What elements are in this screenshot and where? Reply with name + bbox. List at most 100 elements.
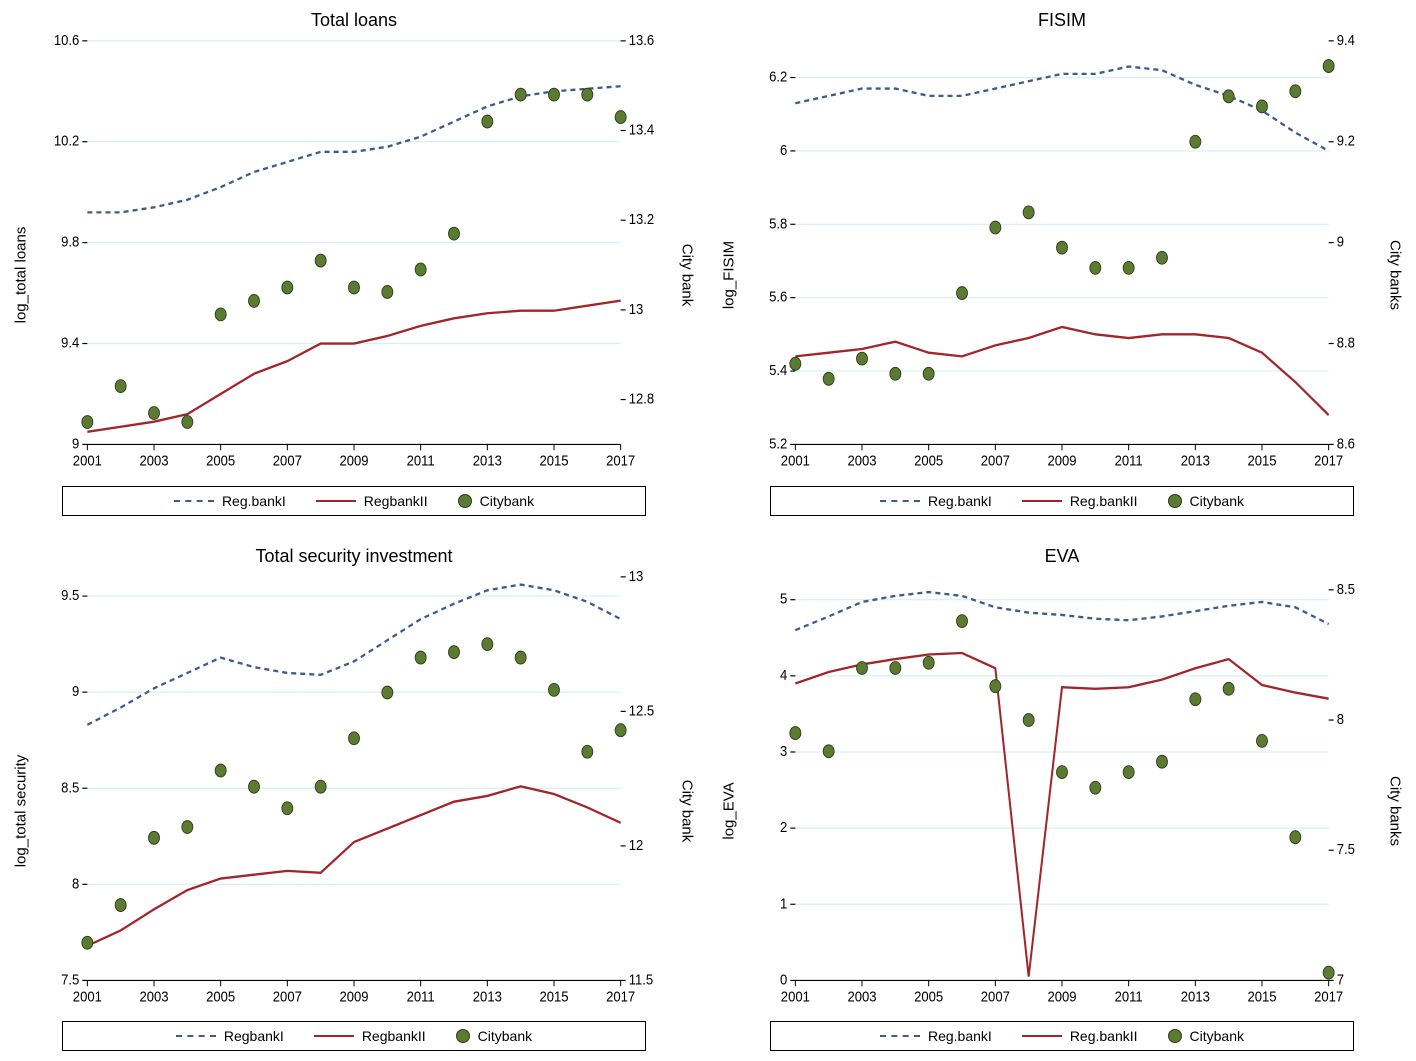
- chart-svg: 01234577.588.520012003200520072009201120…: [740, 571, 1384, 1016]
- svg-text:13.2: 13.2: [629, 211, 655, 228]
- svg-text:9.5: 9.5: [61, 587, 79, 604]
- svg-text:10.2: 10.2: [54, 133, 80, 150]
- y-axis-right: 12.81313.213.413.6: [621, 35, 655, 408]
- legend: Reg.bankIReg.bankIICitybank: [770, 1021, 1354, 1051]
- svg-text:2013: 2013: [473, 988, 502, 1005]
- svg-text:5: 5: [780, 590, 787, 607]
- plot-wrap: log_EVA01234577.588.52001200320052007200…: [718, 571, 1406, 1052]
- svg-text:2005: 2005: [914, 988, 943, 1005]
- y-axis-label-right: City bank: [676, 571, 698, 1052]
- y-axis-right: 11.51212.513: [621, 571, 655, 989]
- svg-text:2009: 2009: [1047, 453, 1076, 470]
- chart-svg: 5.25.45.65.866.28.68.899.29.420012003200…: [740, 35, 1384, 480]
- plot-inner: 01234577.588.520012003200520072009201120…: [740, 571, 1384, 1052]
- svg-text:4: 4: [780, 666, 787, 683]
- panel-title: Total security investment: [10, 546, 698, 567]
- plot-inner: 99.49.810.210.612.81313.213.413.62001200…: [32, 35, 676, 516]
- svg-text:7: 7: [1337, 971, 1344, 988]
- x-axis: 200120032005200720092011201320152017: [73, 980, 635, 1005]
- svg-text:9: 9: [72, 683, 79, 700]
- legend-label: Reg.bankII: [1070, 1028, 1138, 1044]
- series-reg_bank_I: [795, 592, 1328, 630]
- plot-wrap: log_total loans99.49.810.210.612.81313.2…: [10, 35, 698, 516]
- legend-item-reg_bank_I: RegbankI: [176, 1028, 284, 1044]
- legend-item-reg_bank_II: Reg.bankII: [1022, 493, 1138, 509]
- svg-text:7.5: 7.5: [1337, 841, 1355, 858]
- svg-text:2009: 2009: [339, 988, 368, 1005]
- svg-text:2005: 2005: [914, 453, 943, 470]
- svg-text:2015: 2015: [539, 988, 568, 1005]
- svg-text:8: 8: [72, 875, 79, 892]
- plot-inner: 5.25.45.65.866.28.68.899.29.420012003200…: [740, 35, 1384, 516]
- legend-item-reg_bank_I: Reg.bankI: [880, 493, 992, 509]
- svg-text:9: 9: [72, 436, 79, 453]
- legend-line-icon: [880, 1035, 920, 1037]
- svg-text:5.8: 5.8: [769, 215, 787, 232]
- legend-line-icon: [880, 500, 920, 502]
- y-axis-left: 99.49.810.210.6: [54, 35, 87, 453]
- legend-label: Citybank: [1190, 1028, 1244, 1044]
- chart-svg: 99.49.810.210.612.81313.213.413.62001200…: [32, 35, 676, 480]
- svg-text:2: 2: [780, 819, 787, 836]
- chart-svg: 7.588.599.511.51212.51320012003200520072…: [32, 571, 676, 1016]
- panel-title: Total loans: [10, 10, 698, 31]
- series-citybank: [790, 614, 1334, 978]
- svg-text:9: 9: [1337, 234, 1344, 251]
- panel-total_loans: Total loanslog_total loans99.49.810.210.…: [10, 10, 698, 516]
- legend-item-citybank: Citybank: [1168, 1028, 1244, 1044]
- legend-marker-icon: [1168, 494, 1182, 508]
- legend-line-icon: [1022, 1035, 1062, 1037]
- legend-item-reg_bank_I: Reg.bankI: [174, 493, 286, 509]
- y-axis-left: 7.588.599.5: [61, 587, 87, 988]
- svg-text:2015: 2015: [1247, 453, 1276, 470]
- series-reg_bank_II: [87, 301, 620, 432]
- svg-text:13: 13: [629, 301, 644, 318]
- svg-text:12.5: 12.5: [629, 702, 655, 719]
- y-axis-label-left: log_EVA: [718, 571, 740, 1052]
- svg-text:2011: 2011: [1115, 453, 1143, 470]
- legend-item-citybank: Citybank: [1168, 493, 1244, 509]
- svg-text:1: 1: [780, 895, 787, 912]
- svg-text:5.4: 5.4: [769, 362, 787, 379]
- svg-text:9.4: 9.4: [1337, 35, 1355, 49]
- svg-text:8.5: 8.5: [1337, 581, 1355, 598]
- svg-text:2013: 2013: [1181, 453, 1210, 470]
- svg-text:13.4: 13.4: [629, 122, 655, 139]
- svg-text:8.8: 8.8: [1337, 335, 1355, 352]
- svg-text:5.2: 5.2: [769, 436, 787, 453]
- series-reg_bank_II: [87, 786, 620, 946]
- legend-item-citybank: Citybank: [458, 493, 534, 509]
- svg-text:9.4: 9.4: [61, 335, 79, 352]
- svg-text:2015: 2015: [539, 453, 568, 470]
- series-reg_bank_I: [87, 86, 620, 212]
- legend-label: Reg.bankI: [928, 493, 992, 509]
- svg-text:6: 6: [780, 142, 787, 159]
- svg-text:2015: 2015: [1247, 988, 1276, 1005]
- plot-wrap: log_total security7.588.599.511.51212.51…: [10, 571, 698, 1052]
- svg-text:10.6: 10.6: [54, 35, 80, 49]
- y-axis-right: 7 7.5 8 8.5: [1329, 581, 1355, 989]
- svg-text:2001: 2001: [781, 453, 810, 470]
- y-axis-label-right: City bank: [676, 35, 698, 516]
- legend-line-icon: [314, 1035, 354, 1037]
- svg-text:8.5: 8.5: [61, 779, 79, 796]
- svg-text:2001: 2001: [73, 453, 102, 470]
- legend-line-icon: [174, 500, 214, 502]
- legend-label: Citybank: [1190, 493, 1244, 509]
- y-axis-label-right: City banks: [1384, 35, 1406, 516]
- series-citybank: [82, 88, 626, 428]
- legend-line-icon: [1022, 500, 1062, 502]
- panel-total_security: Total security investmentlog_total secur…: [10, 546, 698, 1052]
- svg-text:2013: 2013: [473, 453, 502, 470]
- svg-text:12: 12: [629, 837, 644, 854]
- svg-text:5.6: 5.6: [769, 289, 787, 306]
- panel-eva: EVAlog_EVA01234577.588.52001200320052007…: [718, 546, 1406, 1052]
- svg-text:6.2: 6.2: [769, 69, 787, 86]
- svg-text:9.2: 9.2: [1337, 133, 1355, 150]
- x-axis: 200120032005200720092011201320152017: [73, 444, 635, 469]
- x-axis: 200120032005200720092011201320152017: [781, 444, 1343, 469]
- svg-text:2017: 2017: [1314, 453, 1343, 470]
- panel-fisim: FISIMlog_FISIM5.25.45.65.866.28.68.899.2…: [718, 10, 1406, 516]
- svg-text:2011: 2011: [407, 988, 435, 1005]
- svg-text:8: 8: [1337, 711, 1344, 728]
